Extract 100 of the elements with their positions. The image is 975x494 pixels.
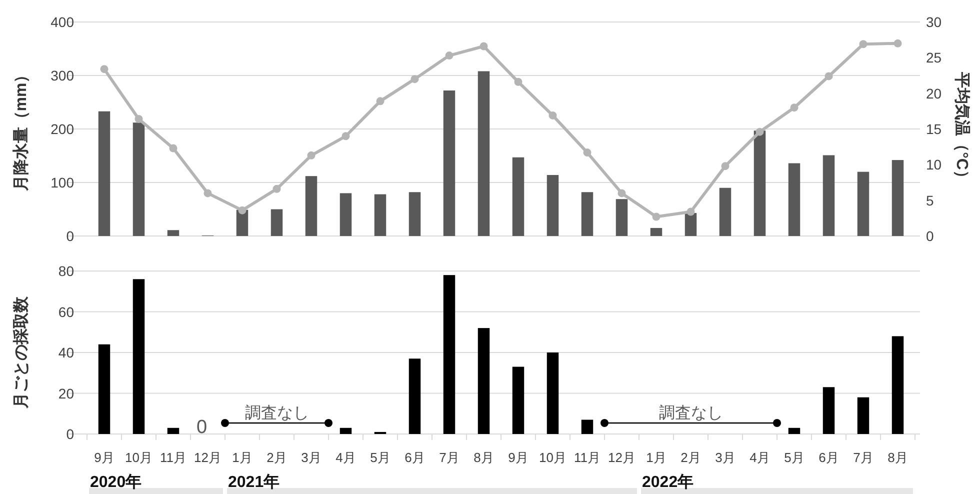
data-label: 0	[196, 417, 208, 438]
point	[583, 148, 592, 157]
point	[204, 189, 212, 198]
bar	[98, 344, 110, 434]
x-tick-label: 2月	[680, 450, 701, 465]
bar	[788, 163, 800, 236]
y2-tick-label: 30	[926, 14, 942, 30]
point	[894, 39, 902, 48]
bar	[340, 193, 352, 236]
x-tick-label: 6月	[818, 450, 839, 465]
x-tick-label: 11月	[160, 450, 186, 465]
point	[410, 75, 419, 84]
point	[272, 184, 281, 193]
y2-tick-label: 10	[926, 156, 942, 173]
text: 2022年	[642, 473, 694, 491]
bar	[305, 176, 318, 236]
bar	[719, 188, 732, 236]
y2-tick-label: 0	[926, 228, 934, 244]
point	[686, 208, 695, 216]
bar	[616, 199, 628, 236]
point	[480, 42, 488, 50]
point	[169, 144, 178, 152]
y-tick-label: 20	[58, 385, 74, 402]
y-tick-label: 300	[50, 68, 74, 84]
y2-tick-label: 15	[926, 121, 942, 137]
point	[514, 78, 522, 86]
x-tick-label: 1月	[646, 450, 666, 465]
y2-tick-label: 25	[926, 50, 942, 66]
x-tick-label: 10月	[125, 450, 152, 465]
point	[342, 132, 350, 140]
bar	[857, 397, 870, 434]
annotation: 調査なし	[244, 404, 309, 422]
point	[548, 111, 557, 120]
point	[445, 52, 454, 60]
point	[824, 72, 833, 80]
x-tick-label: 5月	[370, 450, 390, 465]
point	[100, 65, 108, 74]
y-tick-label: 200	[50, 121, 74, 137]
x-tick-label: 3月	[715, 450, 736, 465]
point	[756, 128, 764, 136]
bar	[684, 212, 697, 236]
y-axis-title: 月ごとの採取数	[12, 296, 30, 410]
x-tick-label: 8月	[474, 450, 494, 465]
bar	[512, 366, 524, 434]
bar	[478, 328, 490, 434]
point	[376, 97, 384, 106]
point	[307, 151, 316, 160]
bar	[546, 352, 559, 434]
bar	[408, 192, 421, 236]
bar	[822, 155, 835, 236]
x-tick-label: 7月	[439, 450, 460, 465]
x-tick-label: 6月	[404, 450, 425, 465]
point	[238, 206, 246, 214]
bar	[546, 175, 559, 236]
bar	[892, 160, 904, 236]
x-tick-label: 9月	[94, 450, 114, 465]
bar	[340, 428, 352, 434]
bar	[478, 71, 490, 236]
bar	[892, 336, 904, 434]
x-tick-label: 12月	[194, 450, 222, 465]
bar	[167, 428, 180, 434]
bar	[581, 192, 594, 236]
x-tick-label: 9月	[508, 450, 528, 465]
y-tick-label: 40	[58, 344, 74, 360]
y2-axis-title: 平均気温（°C）	[953, 71, 971, 186]
x-tick-label: 8月	[888, 450, 908, 465]
annotation: 調査なし	[658, 404, 723, 422]
bar	[788, 428, 800, 434]
point	[652, 212, 660, 221]
bar	[857, 172, 870, 236]
y-tick-label: 0	[66, 426, 74, 442]
bar	[822, 387, 835, 434]
y-tick-label: 400	[50, 14, 74, 30]
point	[790, 104, 798, 112]
bar	[408, 358, 421, 434]
text: 2020年	[90, 473, 142, 491]
point	[134, 115, 143, 124]
x-tick-label: 1月	[232, 450, 252, 465]
bar	[132, 279, 145, 434]
bar	[167, 230, 180, 236]
bar	[270, 209, 283, 236]
bar	[374, 194, 386, 236]
x-tick-label: 2月	[266, 450, 287, 465]
y-axis-title: 月降水量（mm）	[12, 66, 30, 192]
y2-tick-label: 20	[926, 85, 942, 102]
x-tick-label: 7月	[853, 450, 874, 465]
point	[618, 189, 626, 198]
point	[859, 40, 868, 48]
bar	[581, 420, 594, 434]
x-tick-label: 11月	[574, 450, 600, 465]
bar	[754, 130, 766, 236]
x-tick-label: 5月	[784, 450, 804, 465]
x-tick-label: 10月	[539, 450, 566, 465]
y-tick-label: 100	[50, 174, 74, 190]
bar	[132, 122, 145, 236]
x-tick-label: 4月	[336, 450, 356, 465]
bar	[443, 275, 456, 434]
text: 2021年	[228, 473, 280, 491]
x-tick-label: 4月	[750, 450, 770, 465]
bar	[650, 228, 662, 236]
